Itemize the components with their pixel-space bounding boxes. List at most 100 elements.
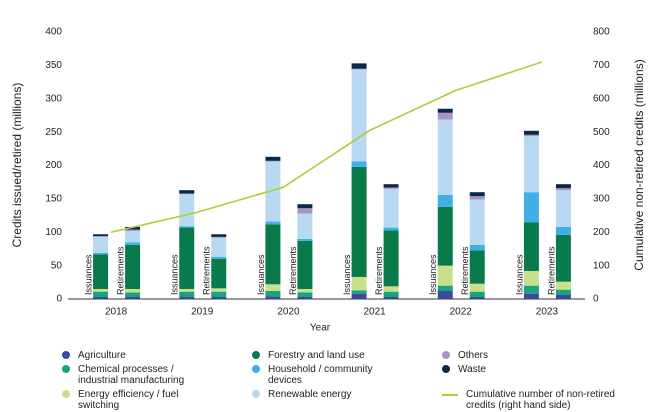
bar-segment (297, 204, 313, 209)
bar-segment (437, 285, 453, 291)
legend-label: Household / community devices (268, 364, 373, 386)
legend-label: Renewable energy (268, 389, 352, 400)
bar-segment (297, 240, 313, 289)
legend-label: Cumulative number of non-retired credits… (466, 389, 615, 411)
y2-tick-label: 800 (593, 27, 610, 38)
bar-segment (125, 288, 141, 293)
y-axis-title: Credits issued/retired (millions) (10, 83, 24, 248)
bar-segment (179, 190, 195, 194)
bar-segment (469, 296, 485, 299)
bar-segment (437, 194, 453, 207)
x-tick-label: 2021 (363, 307, 386, 318)
bar-segment (383, 227, 399, 231)
y2-tick-label: 100 (593, 260, 610, 271)
bar-segment (93, 288, 109, 292)
group-label: Retirements (288, 246, 298, 295)
bar-segment (265, 224, 281, 285)
y2-tick-label: 200 (593, 227, 610, 238)
y-tick-label: 50 (51, 260, 63, 271)
bar-segment (437, 265, 453, 286)
bar-segment (437, 108, 453, 113)
bar-segment (211, 288, 227, 292)
legend-marker (252, 365, 260, 373)
bar-segment (211, 296, 227, 299)
bar-segment (265, 221, 281, 225)
bar-segment (179, 226, 195, 228)
bar-segment (383, 291, 399, 297)
legend-item: Waste (442, 364, 642, 375)
bar-segment (297, 292, 313, 297)
legend-label: Chemical processes / industrial manufact… (78, 364, 185, 386)
bar-segment (351, 293, 367, 299)
bar-segment (211, 291, 227, 297)
group-label: Issuances (170, 254, 180, 295)
bar-segment (265, 156, 281, 161)
bar-segment (265, 160, 281, 162)
legend-label: Agriculture (78, 350, 126, 361)
bar-segment (469, 199, 485, 245)
legend-item: Cumulative number of non-retired credits… (442, 389, 642, 411)
y-tick-label: 350 (45, 60, 62, 71)
legend-item: Household / community devices (252, 364, 432, 386)
y2-tick-label: 700 (593, 60, 610, 71)
bar-segment (125, 292, 141, 297)
bar-segment (211, 256, 227, 259)
bar-segment (211, 236, 227, 238)
bar-segment (469, 196, 485, 200)
x-tick-label: 2019 (191, 307, 214, 318)
bar-segment (523, 270, 539, 286)
bar-segment (125, 230, 141, 243)
bar-segment (351, 276, 367, 291)
bar-segment (523, 293, 539, 299)
bar-segment (211, 258, 227, 289)
bar-segment (437, 206, 453, 266)
legend-marker (62, 365, 70, 373)
bar-segment (555, 281, 571, 290)
bar-segment (351, 161, 367, 167)
bar-segment (265, 161, 281, 222)
bar-segment (555, 188, 571, 191)
cumulative-line (110, 61, 543, 234)
group-label: Issuances (514, 254, 524, 295)
bar-segment (555, 184, 571, 189)
bar-segment (297, 296, 313, 299)
group-label: Retirements (546, 246, 556, 295)
bar-segment (93, 296, 109, 299)
bar-segment (351, 68, 367, 70)
bar-segment (523, 285, 539, 294)
bar-segment (179, 288, 195, 292)
y2-tick-label: 600 (593, 93, 610, 104)
bar-segment (555, 226, 571, 235)
bar-segment (469, 250, 485, 284)
y-tick-label: 400 (45, 27, 62, 38)
bar-segment (179, 296, 195, 299)
legend-item: Agriculture (62, 350, 242, 361)
bar-segment (93, 252, 109, 255)
legend-item: Chemical processes / industrial manufact… (62, 364, 242, 386)
x-tick-label: 2023 (536, 307, 559, 318)
x-axis-title: Year (310, 323, 331, 334)
bar-segment (265, 284, 281, 291)
bar-segment (125, 296, 141, 299)
legend-item: Others (442, 350, 642, 361)
bar-segment (179, 193, 195, 195)
group-label: Retirements (460, 246, 470, 295)
x-tick-label: 2018 (105, 307, 128, 318)
y2-tick-label: 400 (593, 160, 610, 171)
legend-marker (442, 394, 458, 396)
bar-segment (179, 291, 195, 297)
bar-segment (125, 242, 141, 245)
bar-segment (469, 291, 485, 297)
y-tick-label: 100 (45, 227, 62, 238)
group-label: Retirements (202, 246, 212, 295)
bar-segment (125, 226, 141, 230)
legend-item: Energy efficiency / fuel switching (62, 389, 242, 411)
legend-marker (62, 351, 70, 359)
legend-label: Waste (458, 364, 486, 375)
bar-segment (265, 296, 281, 299)
bar-segment (297, 288, 313, 293)
group-label: Retirements (374, 246, 384, 295)
bar-segment (125, 244, 141, 289)
legend-label: Others (458, 350, 489, 361)
bar-segment (93, 234, 109, 237)
